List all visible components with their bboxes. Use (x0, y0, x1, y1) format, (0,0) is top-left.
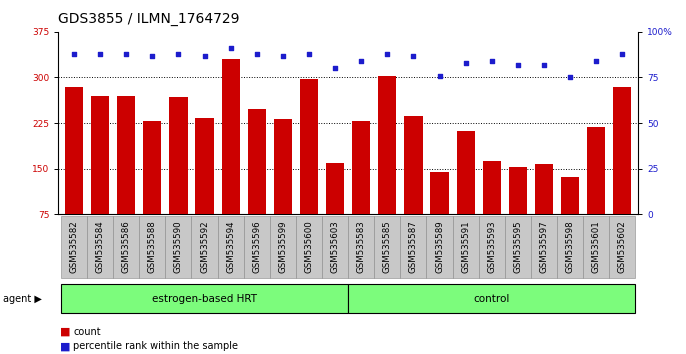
Point (225, 45, 236, 51)
Point (147, 53, 158, 58)
Text: GSM535584: GSM535584 (95, 221, 104, 273)
Text: GSM535593: GSM535593 (487, 221, 496, 273)
Bar (274, 119, 292, 260)
Text: GSM535599: GSM535599 (279, 221, 287, 273)
Text: GSM535598: GSM535598 (565, 221, 575, 273)
Bar (404, 116, 423, 260)
Text: count: count (73, 327, 101, 337)
Text: GSM535601: GSM535601 (592, 221, 601, 273)
Bar (561, 177, 579, 260)
Bar (535, 164, 553, 260)
Text: percentile rank within the sample: percentile rank within the sample (73, 341, 239, 351)
Point (356, 58, 367, 64)
Bar (456, 131, 475, 260)
Text: ■: ■ (60, 327, 71, 337)
Text: GSM535592: GSM535592 (200, 221, 209, 273)
Text: GSM535600: GSM535600 (305, 221, 314, 273)
Bar (509, 167, 527, 260)
Text: GSM535597: GSM535597 (539, 221, 549, 273)
Bar (613, 86, 631, 260)
Text: estrogen-based HRT: estrogen-based HRT (152, 293, 257, 304)
Point (539, 62, 549, 68)
Text: GSM535583: GSM535583 (357, 221, 366, 273)
Bar (222, 59, 240, 260)
Text: GSM535590: GSM535590 (174, 221, 183, 273)
Bar (196, 118, 213, 260)
Point (277, 53, 288, 58)
Bar (143, 121, 161, 260)
Bar (430, 172, 449, 260)
Point (173, 51, 184, 57)
Text: GDS3855 / ILMN_1764729: GDS3855 / ILMN_1764729 (58, 12, 240, 27)
Text: ■: ■ (60, 341, 71, 351)
Point (199, 53, 210, 58)
Bar (117, 96, 135, 260)
Text: GSM535591: GSM535591 (461, 221, 470, 273)
Point (95, 51, 106, 57)
Text: GSM535603: GSM535603 (331, 221, 340, 273)
Text: GSM535582: GSM535582 (69, 221, 78, 273)
Point (617, 51, 628, 57)
Text: GSM535595: GSM535595 (513, 221, 522, 273)
Bar (378, 76, 397, 260)
Point (565, 75, 576, 80)
Text: GSM535602: GSM535602 (618, 221, 627, 273)
Text: GSM535586: GSM535586 (121, 221, 131, 273)
Bar (326, 162, 344, 260)
Text: GSM535594: GSM535594 (226, 221, 235, 273)
Text: GSM535596: GSM535596 (252, 221, 261, 273)
Point (329, 65, 340, 71)
Point (512, 62, 523, 68)
Point (486, 58, 497, 64)
Point (121, 51, 132, 57)
Point (408, 53, 419, 58)
Bar (352, 121, 370, 260)
Bar (91, 96, 109, 260)
Point (591, 58, 602, 64)
Bar (483, 161, 501, 260)
Point (382, 51, 393, 57)
Point (434, 73, 445, 79)
Text: GSM535588: GSM535588 (147, 221, 157, 273)
Bar (65, 86, 83, 260)
Point (69, 51, 80, 57)
Text: GSM535587: GSM535587 (409, 221, 418, 273)
Bar (300, 79, 318, 260)
Text: agent ▶: agent ▶ (3, 293, 43, 304)
Point (251, 51, 262, 57)
Point (460, 60, 471, 66)
Bar (248, 109, 266, 260)
Point (303, 51, 314, 57)
Bar (587, 127, 605, 260)
Bar (169, 97, 187, 260)
Text: control: control (473, 293, 510, 304)
Text: GSM535589: GSM535589 (435, 221, 444, 273)
Text: GSM535585: GSM535585 (383, 221, 392, 273)
